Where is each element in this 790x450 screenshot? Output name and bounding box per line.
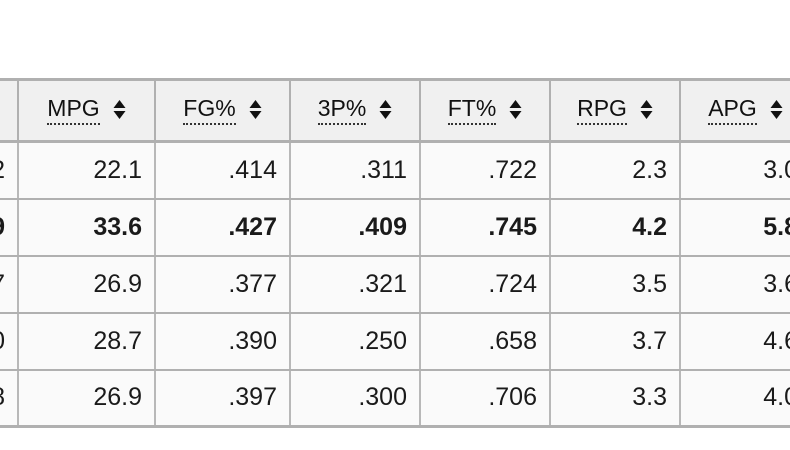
column-header-label-rpg: RPG: [577, 96, 627, 125]
column-header-mpg[interactable]: MPG: [18, 78, 156, 143]
column-header-label-apg: APG: [708, 96, 757, 125]
cell-ft-percent: .724: [420, 255, 551, 314]
table-body: 2 22.1 .414 .311 .722 2.3 3.0 9 33.6 .42…: [0, 141, 790, 428]
column-header-label-mpg: MPG: [47, 96, 100, 125]
cell-truncated: 0: [0, 312, 19, 371]
cell-truncated: 8: [0, 369, 19, 428]
cell-ft-percent: .722: [420, 141, 551, 200]
cell-ft-percent: .706: [420, 369, 551, 428]
cell-apg: 3.0: [680, 141, 790, 200]
sort-updown-icon[interactable]: [640, 100, 653, 119]
column-header-3p-percent[interactable]: 3P%: [290, 78, 421, 143]
cell-mpg: 26.9: [18, 369, 156, 428]
cell-mpg: 22.1: [18, 141, 156, 200]
column-header-apg[interactable]: APG: [680, 78, 790, 143]
table-row[interactable]: 2 22.1 .414 .311 .722 2.3 3.0: [0, 141, 790, 200]
column-header-label-3p-percent: 3P%: [317, 96, 367, 125]
cell-apg: 4.6: [680, 312, 790, 371]
column-header-label-fg-percent: FG%: [183, 96, 236, 125]
sort-updown-icon[interactable]: [379, 100, 392, 119]
cell-apg: 4.0: [680, 369, 790, 428]
sort-updown-icon[interactable]: [509, 100, 522, 119]
cell-fg-percent: .414: [155, 141, 291, 200]
cell-3p-percent: .321: [290, 255, 421, 314]
cell-3p-percent: .250: [290, 312, 421, 371]
table-header: MPG FG%: [0, 78, 790, 143]
sort-updown-icon[interactable]: [770, 100, 783, 119]
cell-rpg: 3.5: [550, 255, 681, 314]
table-row[interactable]: 9 33.6 .427 .409 .745 4.2 5.8: [0, 198, 790, 257]
cell-fg-percent: .397: [155, 369, 291, 428]
cell-truncated: 9: [0, 198, 19, 257]
cell-rpg: 3.7: [550, 312, 681, 371]
table-row[interactable]: 8 26.9 .397 .300 .706 3.3 4.0: [0, 369, 790, 428]
cell-mpg: 26.9: [18, 255, 156, 314]
cell-3p-percent: .300: [290, 369, 421, 428]
sort-updown-icon[interactable]: [113, 100, 126, 119]
stats-table: MPG FG%: [0, 78, 790, 428]
cell-fg-percent: .390: [155, 312, 291, 371]
sort-updown-icon[interactable]: [249, 100, 262, 119]
cell-fg-percent: .377: [155, 255, 291, 314]
header-row: MPG FG%: [0, 78, 790, 143]
column-header-label-ft-percent: FT%: [447, 96, 497, 125]
table-row[interactable]: 0 28.7 .390 .250 .658 3.7 4.6: [0, 312, 790, 371]
cell-rpg: 2.3: [550, 141, 681, 200]
table-row[interactable]: 7 26.9 .377 .321 .724 3.5 3.6: [0, 255, 790, 314]
cell-mpg: 28.7: [18, 312, 156, 371]
cell-3p-percent: .311: [290, 141, 421, 200]
cell-mpg: 33.6: [18, 198, 156, 257]
cell-truncated: 2: [0, 141, 19, 200]
cell-fg-percent: .427: [155, 198, 291, 257]
cell-apg: 5.8: [680, 198, 790, 257]
table-viewport: MPG FG%: [0, 78, 790, 429]
cell-ft-percent: .745: [420, 198, 551, 257]
cell-3p-percent: .409: [290, 198, 421, 257]
cell-ft-percent: .658: [420, 312, 551, 371]
cell-rpg: 3.3: [550, 369, 681, 428]
cell-truncated: 7: [0, 255, 19, 314]
column-header-fg-percent[interactable]: FG%: [155, 78, 291, 143]
cell-rpg: 4.2: [550, 198, 681, 257]
column-header-rpg[interactable]: RPG: [550, 78, 681, 143]
column-header-ft-percent[interactable]: FT%: [420, 78, 551, 143]
cell-apg: 3.6: [680, 255, 790, 314]
column-header-truncated[interactable]: [0, 78, 19, 143]
